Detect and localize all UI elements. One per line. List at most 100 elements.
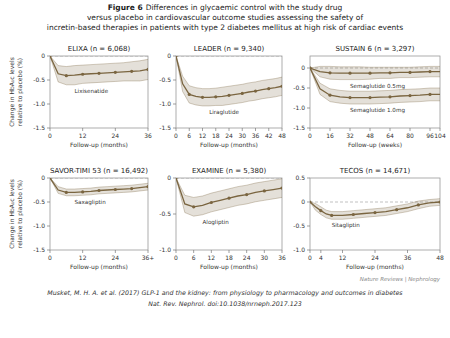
point	[210, 201, 213, 204]
point	[227, 94, 230, 97]
y-tick-label: 0	[301, 64, 305, 71]
point	[310, 200, 312, 203]
title-bold: Figure 6	[108, 3, 143, 12]
ci-upper-line	[50, 178, 148, 189]
point	[330, 214, 333, 217]
x-tick-label: 30	[261, 254, 269, 261]
ci-band	[310, 68, 440, 104]
y-tick	[307, 128, 310, 129]
y-tick-label: -1.0	[33, 100, 45, 107]
y-tick-label: 0	[167, 174, 171, 181]
series-label: Semaglutide 1.0mg	[350, 107, 405, 114]
x-tick-label: 24	[112, 254, 120, 261]
point	[408, 94, 411, 97]
zero-line	[176, 178, 282, 179]
y-tick	[307, 202, 310, 203]
y-tick	[307, 178, 310, 179]
point	[408, 71, 411, 74]
ci-band	[310, 199, 440, 220]
ci-lower-line	[50, 56, 148, 85]
ci-upper-line	[310, 68, 440, 91]
y-axis-label: Change in HbA₁c levelsrelative to placeb…	[8, 179, 24, 249]
point	[417, 203, 420, 206]
x-tick-label: 24	[225, 132, 233, 139]
plot-data	[176, 178, 282, 216]
y-tick	[307, 88, 310, 89]
point	[328, 71, 331, 74]
figure-subtitle: versus placebo in cardiovascular outcome…	[87, 13, 364, 22]
point	[192, 205, 195, 208]
point	[280, 186, 282, 189]
point	[280, 85, 282, 88]
ci-band	[50, 56, 148, 85]
y-tick	[307, 68, 310, 69]
y-tick	[307, 108, 310, 109]
y-tick-label: -0.5	[159, 76, 171, 83]
plot-data	[310, 66, 440, 104]
y-tick-label: -0.5	[293, 84, 305, 91]
y-tick	[47, 226, 50, 227]
mean-line	[310, 202, 440, 215]
point	[438, 200, 440, 203]
point	[348, 72, 351, 75]
point	[348, 96, 351, 99]
panel: 0.50-0.5-1.00412243648TECOS (n = 14,671)…	[293, 167, 444, 271]
point	[245, 193, 248, 196]
x-tick-label: 48	[366, 132, 374, 139]
x-tick-label: 12	[339, 254, 347, 261]
point	[146, 185, 148, 188]
point	[214, 95, 217, 98]
point	[65, 74, 68, 77]
ci-lower-line	[50, 178, 148, 196]
point	[50, 178, 52, 180]
point	[263, 189, 266, 192]
x-tick-label: 12	[199, 132, 207, 139]
point	[97, 72, 100, 75]
mean-line	[50, 178, 148, 192]
zero-line	[176, 56, 282, 57]
x-axis-label: Follow-up (weeks)	[348, 141, 402, 149]
plot-data	[50, 56, 148, 85]
x-tick-label: 30	[238, 132, 246, 139]
x-tick-label: 0	[308, 132, 312, 139]
x-tick-label: 36	[278, 254, 286, 261]
y-tick-label: -1.5	[159, 124, 171, 131]
y-tick-label: -1.0	[159, 246, 171, 253]
ci-upper-line	[310, 66, 440, 68]
point	[97, 189, 100, 192]
point	[241, 92, 244, 95]
ci-band	[176, 56, 282, 106]
point	[201, 96, 204, 99]
y-tick-label: 0	[167, 52, 171, 59]
series-label: Lixisenatide	[75, 88, 109, 94]
ci-lower-line	[176, 178, 282, 216]
panel-title: ELIXA (n = 6,068)	[68, 45, 131, 53]
y-tick	[173, 56, 176, 57]
y-tick-label: -1.5	[293, 124, 305, 131]
ci-upper-line	[50, 56, 148, 67]
x-tick-label: 36	[144, 132, 152, 139]
point	[368, 72, 371, 75]
series-label: Alogliptin	[203, 219, 230, 226]
point	[114, 71, 117, 74]
point	[176, 56, 178, 58]
mean-line	[50, 56, 148, 76]
y-axis-label-line: Change in HbA₁c levels	[8, 57, 16, 127]
y-tick-label: 0	[41, 52, 45, 59]
journal-label: Nature Reviews | Nephrology	[360, 276, 441, 283]
point	[395, 208, 398, 211]
x-tick-label: 32	[346, 132, 354, 139]
point	[81, 190, 84, 193]
panel-title: TECOS (n = 14,671)	[339, 167, 411, 175]
y-tick	[47, 178, 50, 179]
x-tick-label: 4	[319, 254, 323, 261]
panel: 0-0.5-1.0061218243036EXAMINE (n = 5,380)…	[159, 167, 286, 271]
y-tick-label: -1.0	[159, 100, 171, 107]
panel-title: SAVOR-TIMI 53 (n = 16,492)	[50, 167, 148, 175]
plot-data	[50, 178, 148, 196]
x-tick-label: 36+	[142, 254, 155, 261]
x-axis-label: Follow-up (months)	[70, 263, 128, 271]
series-label: Saxagliptin	[75, 199, 107, 206]
zero-line	[50, 56, 148, 57]
x-tick-label: 64	[386, 132, 394, 139]
